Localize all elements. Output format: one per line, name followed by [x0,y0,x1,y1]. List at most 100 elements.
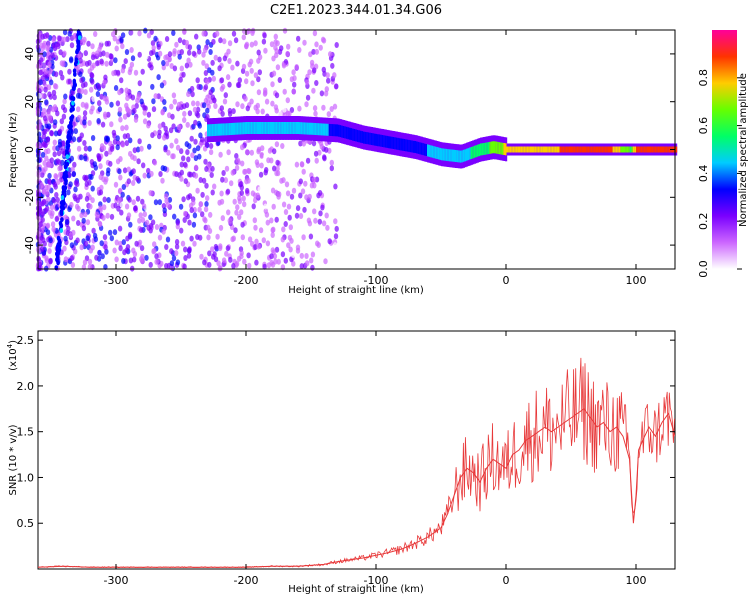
spectrogram-speckle [97,155,102,162]
spectrogram-ridge-core [217,123,221,136]
spectrogram-speckle [43,68,49,75]
spectrogram-speckle [193,138,198,145]
spectrogram-speckle [296,35,301,42]
spectrogram-speckle [171,30,176,36]
spectrogram-speckle [262,32,267,39]
spectrogram-ridge-core [662,146,665,153]
spectrogram-speckle [154,258,159,265]
spectrogram-speckle [220,215,225,222]
spectrogram-speckle [69,242,75,249]
spectrogram-ridge-core [313,122,316,135]
spectrogram-y-tick-label: 20 [23,95,36,109]
colorbar-tick-label: 0.4 [697,165,710,183]
spectrogram-speckle [323,90,329,97]
spectrogram-speckle [104,150,109,157]
spectrogram-ridge-core [550,146,553,153]
spectrogram-ridge-core [501,142,504,155]
spectrogram-streak [62,171,67,177]
spectrogram-speckle [140,68,145,75]
spectrogram-speckle [144,219,150,226]
spectrogram-speckle [92,161,98,168]
spectrogram-ridge-core [356,129,359,142]
spectrogram-speckle [49,157,54,164]
spectrogram-speckle [96,118,101,124]
spectrogram-ridge-core [370,133,373,145]
spectrogram-ridge-core [473,145,476,158]
colorbar-tick-label: 0.0 [697,260,710,278]
spectrogram-ridge-layer [207,116,678,169]
spectrogram-ridge-core [246,122,249,134]
spectrogram-speckle [85,219,91,226]
spectrogram-ridge-core [238,122,241,135]
spectrogram-speckle [231,108,236,115]
spectrogram-speckle [58,171,63,178]
spectrogram-speckle [238,32,243,39]
spectrogram-speckle [224,165,230,172]
spectrogram-speckle [44,99,49,106]
spectrogram-speckle [232,198,237,205]
spectrogram-ridge-core [492,141,495,154]
spectrogram-ridge-core [634,146,637,153]
spectrogram-speckle [44,155,49,162]
snr-panel: -300 -200 -100 0 100 0.5 1.0 1.5 2.0 2.5 Height … [6,330,676,595]
spectrogram-ridge-core [384,135,387,148]
spectrogram-speckle [326,77,331,84]
spectrogram-speckle [115,69,121,76]
spectrogram-speckle [111,70,116,77]
spectrogram-speckle [307,228,312,235]
spectrogram-speckle [298,178,303,185]
spectrogram-speckle [284,181,290,188]
spectrogram-ridge-core [601,146,604,153]
spectrogram-speckle [333,218,338,225]
spectrogram-speckle [55,197,60,203]
spectrogram-speckle [171,153,176,160]
spectrogram-speckle [118,240,123,247]
spectrogram-speckle [87,145,92,152]
spectrogram-speckle [333,242,338,249]
spectrogram-speckle [258,171,264,178]
spectrogram-speckle [263,47,268,54]
spectrogram-speckle [310,264,315,271]
spectrogram-speckle [109,145,115,152]
spectrogram-speckle [98,189,104,196]
spectrogram-speckle [179,49,184,55]
spectrogram-speckle [163,125,168,132]
spectrogram-speckle [187,219,192,226]
spectrogram-speckle [189,235,194,242]
spectrogram-speckle [201,177,207,184]
spectrogram-speckle [154,253,159,260]
spectrogram-ridge-core [263,122,266,134]
spectrogram-ridge-core [528,146,531,153]
spectrogram-speckle [191,100,196,107]
spectrogram-ridge-core [615,146,618,153]
spectrogram-speckle [124,203,130,210]
spectrogram-speckle [76,220,81,226]
spectrogram-speckle [72,193,77,200]
spectrogram-speckle [88,203,93,210]
spectrogram-speckle [102,234,108,241]
spectrogram-speckle [220,83,226,90]
spectrogram-speckle [175,144,181,151]
spectrogram-ridge-core [612,146,615,153]
spectrogram-speckle [127,231,133,238]
spectrogram-speckle [68,181,73,188]
spectrogram-speckle [157,50,163,57]
spectrogram-speckle [46,44,51,51]
spectrogram-speckle [68,57,74,64]
spectrogram-speckle [273,258,278,265]
spectrogram-speckle [222,38,227,45]
spectrogram-speckle [195,234,200,240]
spectrogram-streak [58,240,62,246]
spectrogram-speckle [296,93,302,99]
spectrogram-speckle [149,64,154,71]
spectrogram-speckle [198,132,203,139]
spectrogram-speckle [174,41,179,48]
spectrogram-ridge-core [489,141,492,154]
spectrogram-speckle [314,41,319,48]
spectrogram-speckle [193,164,199,171]
spectrogram-speckle [198,201,204,208]
spectrogram-speckle [240,160,245,167]
spectrogram-speckle [172,98,177,105]
spectrogram-speckle [281,62,287,69]
spectrogram-ridge-core [436,147,439,159]
